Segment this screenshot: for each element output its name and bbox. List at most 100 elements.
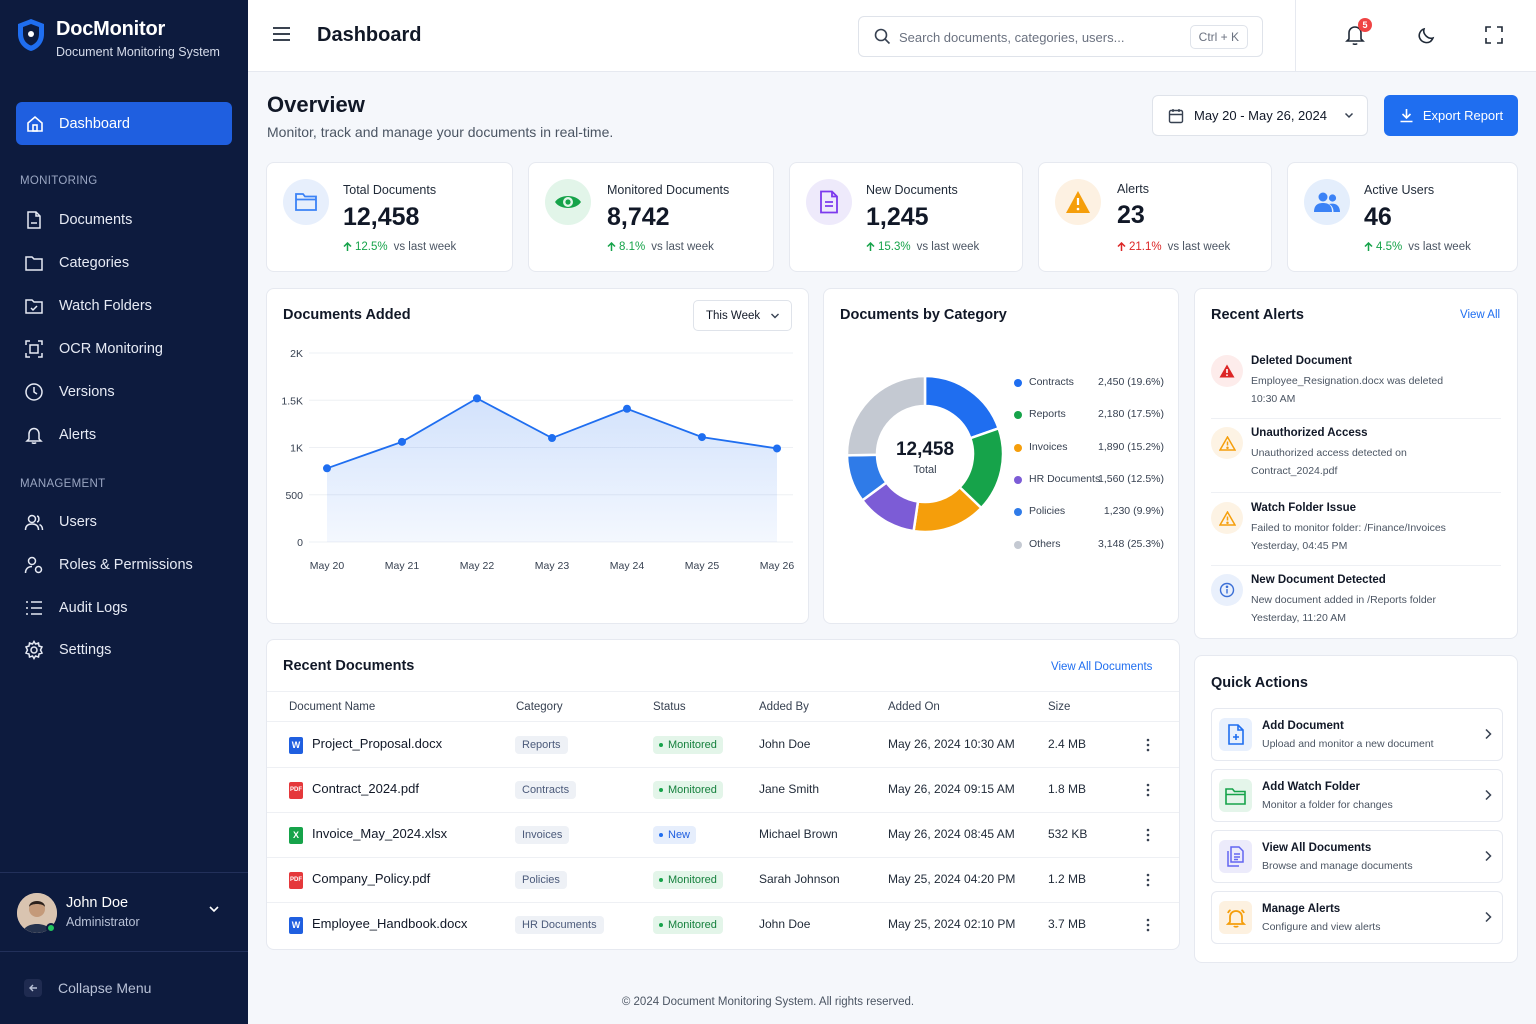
- user-name: John Doe: [66, 895, 129, 911]
- data-point[interactable]: [698, 433, 706, 442]
- document-name[interactable]: Employee_Handbook.docx: [312, 916, 468, 931]
- document-name[interactable]: Contract_2024.pdf: [312, 781, 419, 796]
- collapse-menu-button[interactable]: Collapse Menu: [24, 979, 151, 997]
- stat-label: Total Documents: [343, 183, 437, 197]
- table-row[interactable]: W Project_Proposal.docx Reports Monitore…: [267, 723, 1179, 768]
- more-options-icon[interactable]: [1145, 918, 1151, 932]
- history-icon: [25, 383, 43, 401]
- legend-item[interactable]: Reports 2,180 (17.5%): [1014, 407, 1174, 423]
- roles-icon: [24, 556, 43, 574]
- alert-item-watch-folder-issue[interactable]: Watch Folder Issue Failed to monitor fol…: [1211, 502, 1501, 566]
- table-row[interactable]: X Invoice_May_2024.xlsx Invoices New Mic…: [267, 813, 1179, 858]
- sidebar-item-settings[interactable]: Settings: [24, 638, 111, 662]
- search-input[interactable]: [899, 27, 1169, 47]
- quick-action-view-all-documents[interactable]: View All Documents Browse and manage doc…: [1211, 830, 1503, 883]
- folder-icon: [1219, 779, 1252, 812]
- menu-icon[interactable]: [272, 26, 291, 42]
- legend-dot: [1014, 379, 1022, 387]
- brand[interactable]: DocMonitor Document Monitoring System: [16, 18, 220, 59]
- date-range-picker[interactable]: May 20 - May 26, 2024: [1152, 95, 1368, 136]
- y-tick-label: 500: [285, 490, 303, 502]
- column-header[interactable]: Status: [653, 701, 686, 713]
- legend-name: Invoices: [1029, 440, 1068, 453]
- more-options-icon[interactable]: [1145, 873, 1151, 887]
- column-header[interactable]: Size: [1048, 701, 1071, 713]
- document-name[interactable]: Company_Policy.pdf: [312, 871, 431, 886]
- column-header[interactable]: Added On: [888, 701, 940, 713]
- sidebar-item-audit-logs[interactable]: Audit Logs: [24, 596, 128, 620]
- document-name[interactable]: Project_Proposal.docx: [312, 736, 443, 751]
- alert-item-unauthorized-access[interactable]: Unauthorized Access Unauthorized access …: [1211, 427, 1501, 493]
- stat-card-new-documents[interactable]: New Documents 1,245 15.3% vs last week: [789, 162, 1023, 272]
- dark-mode-icon[interactable]: [1417, 25, 1437, 45]
- sidebar-item-label: Alerts: [59, 427, 97, 443]
- data-point[interactable]: [473, 394, 481, 403]
- legend-item[interactable]: Contracts 2,450 (19.6%): [1014, 375, 1174, 391]
- more-options-icon[interactable]: [1145, 783, 1151, 797]
- period-select[interactable]: This Week: [693, 300, 792, 331]
- more-options-icon[interactable]: [1145, 828, 1151, 842]
- sidebar-item-dashboard[interactable]: Dashboard: [16, 102, 232, 145]
- sidebar-item-roles[interactable]: Roles & Permissions: [24, 553, 193, 577]
- quick-action-description: Monitor a folder for changes: [1262, 799, 1393, 811]
- data-point[interactable]: [323, 464, 331, 473]
- sidebar-item-label: Watch Folders: [59, 298, 152, 314]
- more-options-icon[interactable]: [1145, 738, 1151, 752]
- y-tick-label: 1K: [290, 443, 303, 455]
- legend-dot: [1014, 475, 1022, 484]
- added-on: May 25, 2024 04:20 PM: [888, 872, 1016, 886]
- view-all-alerts-link[interactable]: View All: [1460, 309, 1501, 321]
- data-point[interactable]: [773, 444, 781, 453]
- column-header[interactable]: Added By: [759, 701, 809, 713]
- notification-bell-icon[interactable]: [1345, 24, 1365, 46]
- stat-change-suffix: vs last week: [916, 241, 980, 253]
- legend-item[interactable]: Invoices 1,890 (15.2%): [1014, 440, 1174, 456]
- legend-item[interactable]: HR Documents 1,560 (12.5%): [1014, 472, 1174, 488]
- data-point[interactable]: [398, 437, 406, 446]
- legend-item[interactable]: Others 3,148 (25.3%): [1014, 537, 1174, 553]
- recent-documents-title: Recent Documents: [283, 658, 415, 674]
- chevron-down-icon[interactable]: [208, 905, 220, 913]
- sidebar-item-documents[interactable]: Documents: [24, 208, 132, 232]
- user-profile[interactable]: John Doe Administrator: [0, 872, 248, 952]
- sidebar-item-categories[interactable]: Categories: [24, 251, 129, 275]
- legend-item[interactable]: Policies 1,230 (9.9%): [1014, 504, 1174, 520]
- table-row[interactable]: PDF Company_Policy.pdf Policies Monitore…: [267, 858, 1179, 903]
- bell-icon: [25, 427, 43, 444]
- export-report-button[interactable]: Export Report: [1384, 95, 1518, 136]
- stat-card-active-users[interactable]: Active Users 46 4.5% vs last week: [1287, 162, 1518, 272]
- column-header[interactable]: Document Name: [289, 701, 376, 713]
- quick-action-description: Browse and manage documents: [1262, 860, 1413, 872]
- alert-item-deleted-document[interactable]: Deleted Document Employee_Resignation.do…: [1211, 355, 1501, 419]
- added-by: John Doe: [759, 917, 811, 931]
- alert-item-new-document[interactable]: New Document Detected New document added…: [1211, 574, 1501, 634]
- donut-slice[interactable]: [845, 374, 927, 457]
- sidebar-item-watch-folders[interactable]: Watch Folders: [24, 294, 152, 318]
- sidebar-item-alerts[interactable]: Alerts: [24, 423, 96, 447]
- quick-action-add-watch-folder[interactable]: Add Watch Folder Monitor a folder for ch…: [1211, 769, 1503, 822]
- overview-title: Overview: [267, 92, 365, 117]
- quick-action-add-document[interactable]: Add Document Upload and monitor a new do…: [1211, 708, 1503, 761]
- sidebar-item-ocr-monitoring[interactable]: OCR Monitoring: [24, 337, 163, 361]
- stat-card-total-documents[interactable]: Total Documents 12,458 12.5% vs last wee…: [266, 162, 513, 272]
- sidebar-item-versions[interactable]: Versions: [24, 380, 115, 404]
- view-all-documents-link[interactable]: View All Documents: [1051, 661, 1153, 673]
- column-header[interactable]: Category: [516, 701, 563, 713]
- table-row[interactable]: PDF Contract_2024.pdf Contracts Monitore…: [267, 768, 1179, 813]
- search-box[interactable]: Ctrl + K: [858, 16, 1263, 57]
- data-point[interactable]: [623, 404, 631, 413]
- document-icon: [27, 211, 41, 229]
- quick-action-manage-alerts[interactable]: Manage Alerts Configure and view alerts: [1211, 891, 1503, 944]
- users-icon: [1304, 179, 1350, 225]
- stat-card-alerts[interactable]: Alerts 23 21.1% vs last week: [1038, 162, 1272, 272]
- fullscreen-icon[interactable]: [1485, 26, 1503, 44]
- data-point[interactable]: [548, 434, 556, 443]
- table-row[interactable]: W Employee_Handbook.docx HR Documents Mo…: [267, 903, 1179, 948]
- area-fill: [327, 398, 777, 542]
- donut-slice[interactable]: [923, 374, 1001, 440]
- stat-change-suffix: vs last week: [393, 241, 457, 253]
- document-name[interactable]: Invoice_May_2024.xlsx: [312, 826, 448, 841]
- stat-card-monitored-documents[interactable]: Monitored Documents 8,742 8.1% vs last w…: [528, 162, 774, 272]
- stat-label: Alerts: [1117, 182, 1149, 196]
- sidebar-item-users[interactable]: Users: [24, 510, 97, 534]
